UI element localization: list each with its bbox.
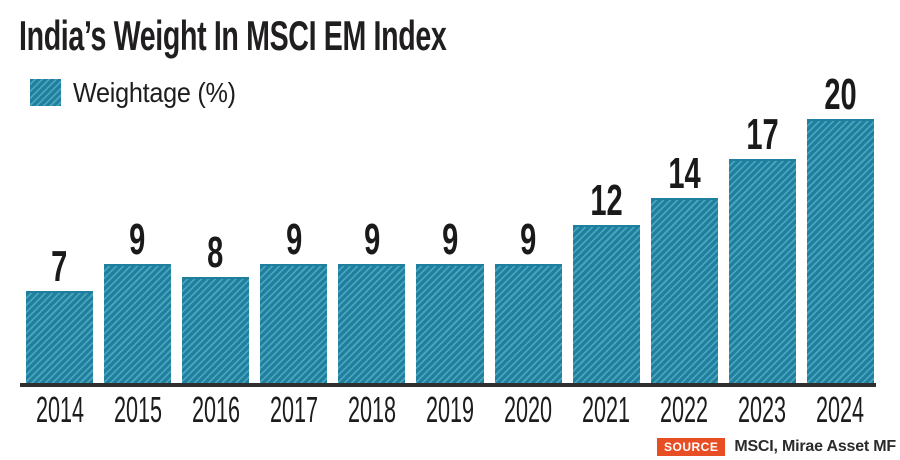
bar-column: 9 2020 bbox=[494, 75, 562, 430]
bar-column: 8 2016 bbox=[182, 75, 250, 430]
bar-value-label: 8 bbox=[207, 227, 224, 277]
chart-title: India’s Weight In MSCI EM Index bbox=[19, 12, 447, 59]
bar bbox=[104, 264, 172, 383]
bar-column: 9 2017 bbox=[260, 75, 328, 430]
bar bbox=[338, 264, 406, 383]
bar-column: 7 2014 bbox=[26, 75, 94, 430]
bar-column: 9 2018 bbox=[338, 75, 406, 430]
x-axis-line bbox=[20, 383, 876, 387]
x-tick-label: 2015 bbox=[113, 388, 162, 430]
x-tick-label: 2017 bbox=[269, 388, 318, 430]
bar-value-label: 20 bbox=[824, 69, 857, 119]
legend: Weightage (%) bbox=[30, 76, 254, 108]
bar-value-label: 12 bbox=[590, 175, 623, 225]
bar-plot-area: 7 2014 9 2015 8 2016 9 2017 9 2018 9 2019 9 2020 12 202… bbox=[26, 69, 875, 430]
x-tick-label: 2018 bbox=[347, 388, 396, 430]
bar-column: 12 2021 bbox=[572, 75, 640, 430]
bar bbox=[806, 119, 875, 383]
bar-value-label: 14 bbox=[668, 148, 701, 198]
bar bbox=[260, 264, 328, 383]
x-tick-label: 2020 bbox=[504, 388, 553, 430]
x-tick-label: 2019 bbox=[425, 388, 475, 430]
x-tick-label: 2014 bbox=[35, 388, 84, 430]
bar bbox=[416, 264, 484, 383]
legend-label: Weightage (%) bbox=[73, 76, 236, 108]
bar-value-label: 9 bbox=[285, 214, 302, 264]
bar-value-label: 9 bbox=[363, 214, 380, 264]
x-tick-label: 2024 bbox=[816, 388, 865, 430]
source-text: MSCI, Mirae Asset MF bbox=[734, 438, 896, 455]
x-tick-label: 2021 bbox=[582, 388, 631, 430]
bar-column: 9 2015 bbox=[104, 75, 172, 430]
legend-swatch-icon bbox=[30, 79, 61, 106]
source-badge: SOURCE bbox=[656, 437, 726, 457]
bar-column: 14 2022 bbox=[650, 75, 718, 430]
bar-value-label: 17 bbox=[746, 109, 779, 159]
x-tick-label: 2023 bbox=[738, 388, 787, 430]
bar bbox=[494, 264, 562, 383]
x-tick-label: 2022 bbox=[660, 388, 709, 430]
bar-value-label: 9 bbox=[441, 214, 459, 264]
bar bbox=[650, 198, 718, 383]
source-row: SOURCE MSCI, Mirae Asset MF bbox=[656, 437, 896, 457]
bar bbox=[26, 291, 94, 383]
bar-column: 20 2024 bbox=[806, 69, 875, 430]
bar-value-label: 7 bbox=[51, 241, 68, 291]
bar bbox=[572, 225, 640, 383]
bar bbox=[182, 277, 250, 383]
x-tick-label: 2016 bbox=[191, 388, 240, 430]
bar bbox=[728, 159, 796, 383]
bar-column: 9 2019 bbox=[416, 75, 484, 430]
bar-column: 17 2023 bbox=[728, 75, 796, 430]
bar-value-label: 9 bbox=[129, 214, 146, 264]
bar-value-label: 9 bbox=[520, 214, 537, 264]
